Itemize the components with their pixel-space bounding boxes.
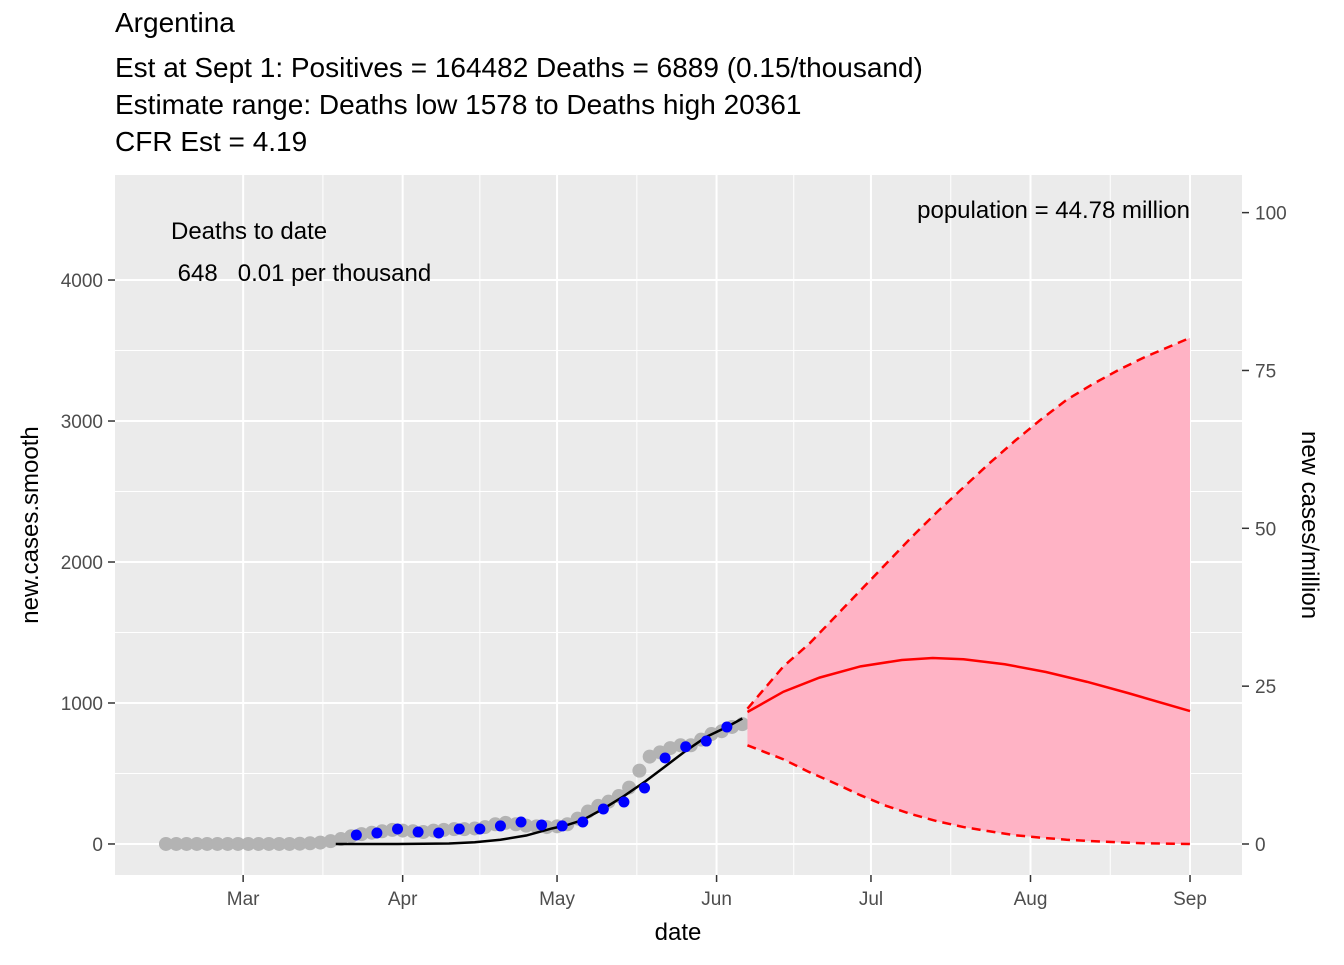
y-tick-label: 4000	[61, 271, 103, 292]
y2-axis-label: new cases/million	[1296, 431, 1323, 619]
data-point	[303, 836, 318, 851]
data-point	[292, 836, 307, 851]
data-point	[350, 829, 362, 841]
data-point	[474, 823, 486, 835]
x-tick-label: Jun	[701, 889, 732, 910]
annotation: population = 44.78 million	[917, 197, 1190, 224]
data-point	[494, 820, 506, 832]
chart-subtitle: CFR Est = 4.19	[115, 126, 307, 157]
y2-tick-label: 75	[1255, 361, 1276, 382]
data-point	[158, 836, 173, 851]
data-point	[241, 836, 256, 851]
x-axis-label: date	[655, 919, 702, 946]
x-tick-label: Jul	[859, 889, 883, 910]
data-point	[721, 721, 733, 733]
y-tick-label: 1000	[61, 694, 103, 715]
data-point	[169, 836, 184, 851]
data-point	[577, 816, 589, 828]
data-point	[659, 752, 671, 764]
data-point	[433, 827, 445, 839]
x-tick-label: Aug	[1014, 889, 1048, 910]
data-point	[261, 836, 276, 851]
y-tick-label: 0	[92, 835, 103, 856]
y2-tick-label: 50	[1255, 519, 1276, 540]
data-point	[618, 796, 630, 808]
data-point	[313, 835, 328, 850]
data-point	[230, 836, 245, 851]
data-point	[412, 826, 424, 838]
line	[746, 656, 1191, 714]
forecast-band	[747, 337, 1191, 844]
band-upper	[746, 336, 1191, 710]
data-point	[210, 836, 225, 851]
data-point	[189, 836, 204, 851]
data-point	[272, 836, 287, 851]
data-point	[200, 836, 215, 851]
data-point	[371, 827, 383, 839]
chart-subtitle: Est at Sept 1: Positives = 164482 Deaths…	[115, 52, 923, 83]
data-point	[179, 836, 194, 851]
data-point	[597, 803, 609, 815]
band-lower	[747, 744, 1191, 846]
data-point	[282, 836, 297, 851]
data-point	[632, 763, 647, 778]
data-point	[220, 836, 235, 851]
y2-tick-label: 100	[1255, 204, 1287, 225]
data-point	[392, 823, 404, 835]
data-point	[639, 782, 651, 794]
annotation: 648 0.01 per thousand	[171, 260, 431, 287]
data-point	[251, 836, 266, 851]
data-point	[680, 741, 692, 753]
data-point	[556, 820, 568, 832]
data-point	[515, 816, 527, 828]
data-point	[453, 823, 465, 835]
x-tick-label: Apr	[388, 889, 418, 910]
chart-title: Argentina	[115, 7, 235, 38]
x-tick-label: May	[539, 889, 575, 910]
data-point	[536, 819, 548, 831]
x-tick-label: Mar	[227, 889, 260, 910]
y2-tick-label: 25	[1255, 677, 1276, 698]
y2-tick-label: 0	[1255, 835, 1266, 856]
chart-subtitle: Estimate range: Deaths low 1578 to Death…	[115, 89, 801, 120]
x-tick-label: Sep	[1173, 889, 1207, 910]
annotation: Deaths to date	[171, 218, 327, 245]
y-tick-label: 2000	[61, 553, 103, 574]
y-axis-label: new.cases.smooth	[17, 426, 44, 623]
y-tick-label: 3000	[61, 412, 103, 433]
data-point	[700, 735, 712, 747]
